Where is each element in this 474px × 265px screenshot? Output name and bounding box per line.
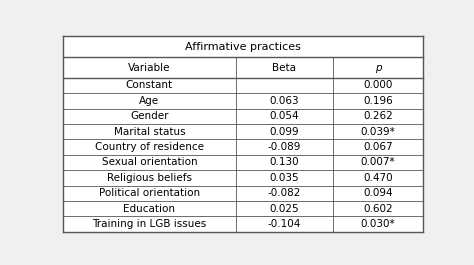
Bar: [63, 139, 236, 155]
Text: 0.094: 0.094: [363, 188, 393, 198]
Text: 0.602: 0.602: [363, 204, 393, 214]
Text: 0.099: 0.099: [270, 127, 299, 137]
Bar: [236, 109, 333, 124]
Bar: [236, 78, 333, 93]
Bar: [236, 139, 333, 155]
Bar: [63, 216, 236, 232]
Text: Gender: Gender: [130, 111, 169, 121]
Bar: [236, 186, 333, 201]
Bar: [333, 109, 423, 124]
Bar: [333, 170, 423, 185]
Text: 0.035: 0.035: [270, 173, 299, 183]
Text: 0.039*: 0.039*: [361, 127, 395, 137]
Bar: [63, 155, 236, 170]
Bar: [236, 201, 333, 216]
Bar: [333, 216, 423, 232]
Text: 0.067: 0.067: [363, 142, 393, 152]
Text: Affirmative practices: Affirmative practices: [185, 42, 301, 52]
Bar: [333, 201, 423, 216]
Text: -0.089: -0.089: [268, 142, 301, 152]
Text: -0.104: -0.104: [268, 219, 301, 229]
Bar: [236, 170, 333, 185]
Bar: [236, 124, 333, 139]
Bar: [63, 170, 236, 185]
Bar: [333, 124, 423, 139]
Bar: [63, 109, 236, 124]
Text: 0.470: 0.470: [363, 173, 393, 183]
Bar: [333, 186, 423, 201]
Text: p: p: [374, 63, 381, 73]
Bar: [236, 216, 333, 232]
Text: 0.030*: 0.030*: [361, 219, 395, 229]
Text: -0.082: -0.082: [268, 188, 301, 198]
Text: Training in LGB issues: Training in LGB issues: [92, 219, 207, 229]
Text: Political orientation: Political orientation: [99, 188, 200, 198]
Text: 0.196: 0.196: [363, 96, 393, 106]
Bar: [63, 186, 236, 201]
Bar: [236, 155, 333, 170]
Bar: [63, 201, 236, 216]
Text: 0.130: 0.130: [270, 157, 299, 167]
Bar: [333, 155, 423, 170]
Text: 0.007*: 0.007*: [361, 157, 395, 167]
Text: 0.000: 0.000: [363, 80, 392, 90]
Bar: [63, 124, 236, 139]
Text: Beta: Beta: [273, 63, 296, 73]
Text: 0.262: 0.262: [363, 111, 393, 121]
Text: 0.063: 0.063: [270, 96, 299, 106]
Text: Sexual orientation: Sexual orientation: [101, 157, 197, 167]
Text: Marital status: Marital status: [113, 127, 185, 137]
Bar: [236, 93, 333, 109]
Text: Education: Education: [123, 204, 175, 214]
Text: 0.025: 0.025: [270, 204, 299, 214]
Text: 0.054: 0.054: [270, 111, 299, 121]
Bar: [333, 139, 423, 155]
Text: Constant: Constant: [126, 80, 173, 90]
Text: Variable: Variable: [128, 63, 171, 73]
Text: Country of residence: Country of residence: [95, 142, 204, 152]
Text: Religious beliefs: Religious beliefs: [107, 173, 192, 183]
Bar: [333, 93, 423, 109]
Text: Age: Age: [139, 96, 159, 106]
Bar: [333, 78, 423, 93]
Bar: [63, 78, 236, 93]
Bar: [63, 93, 236, 109]
